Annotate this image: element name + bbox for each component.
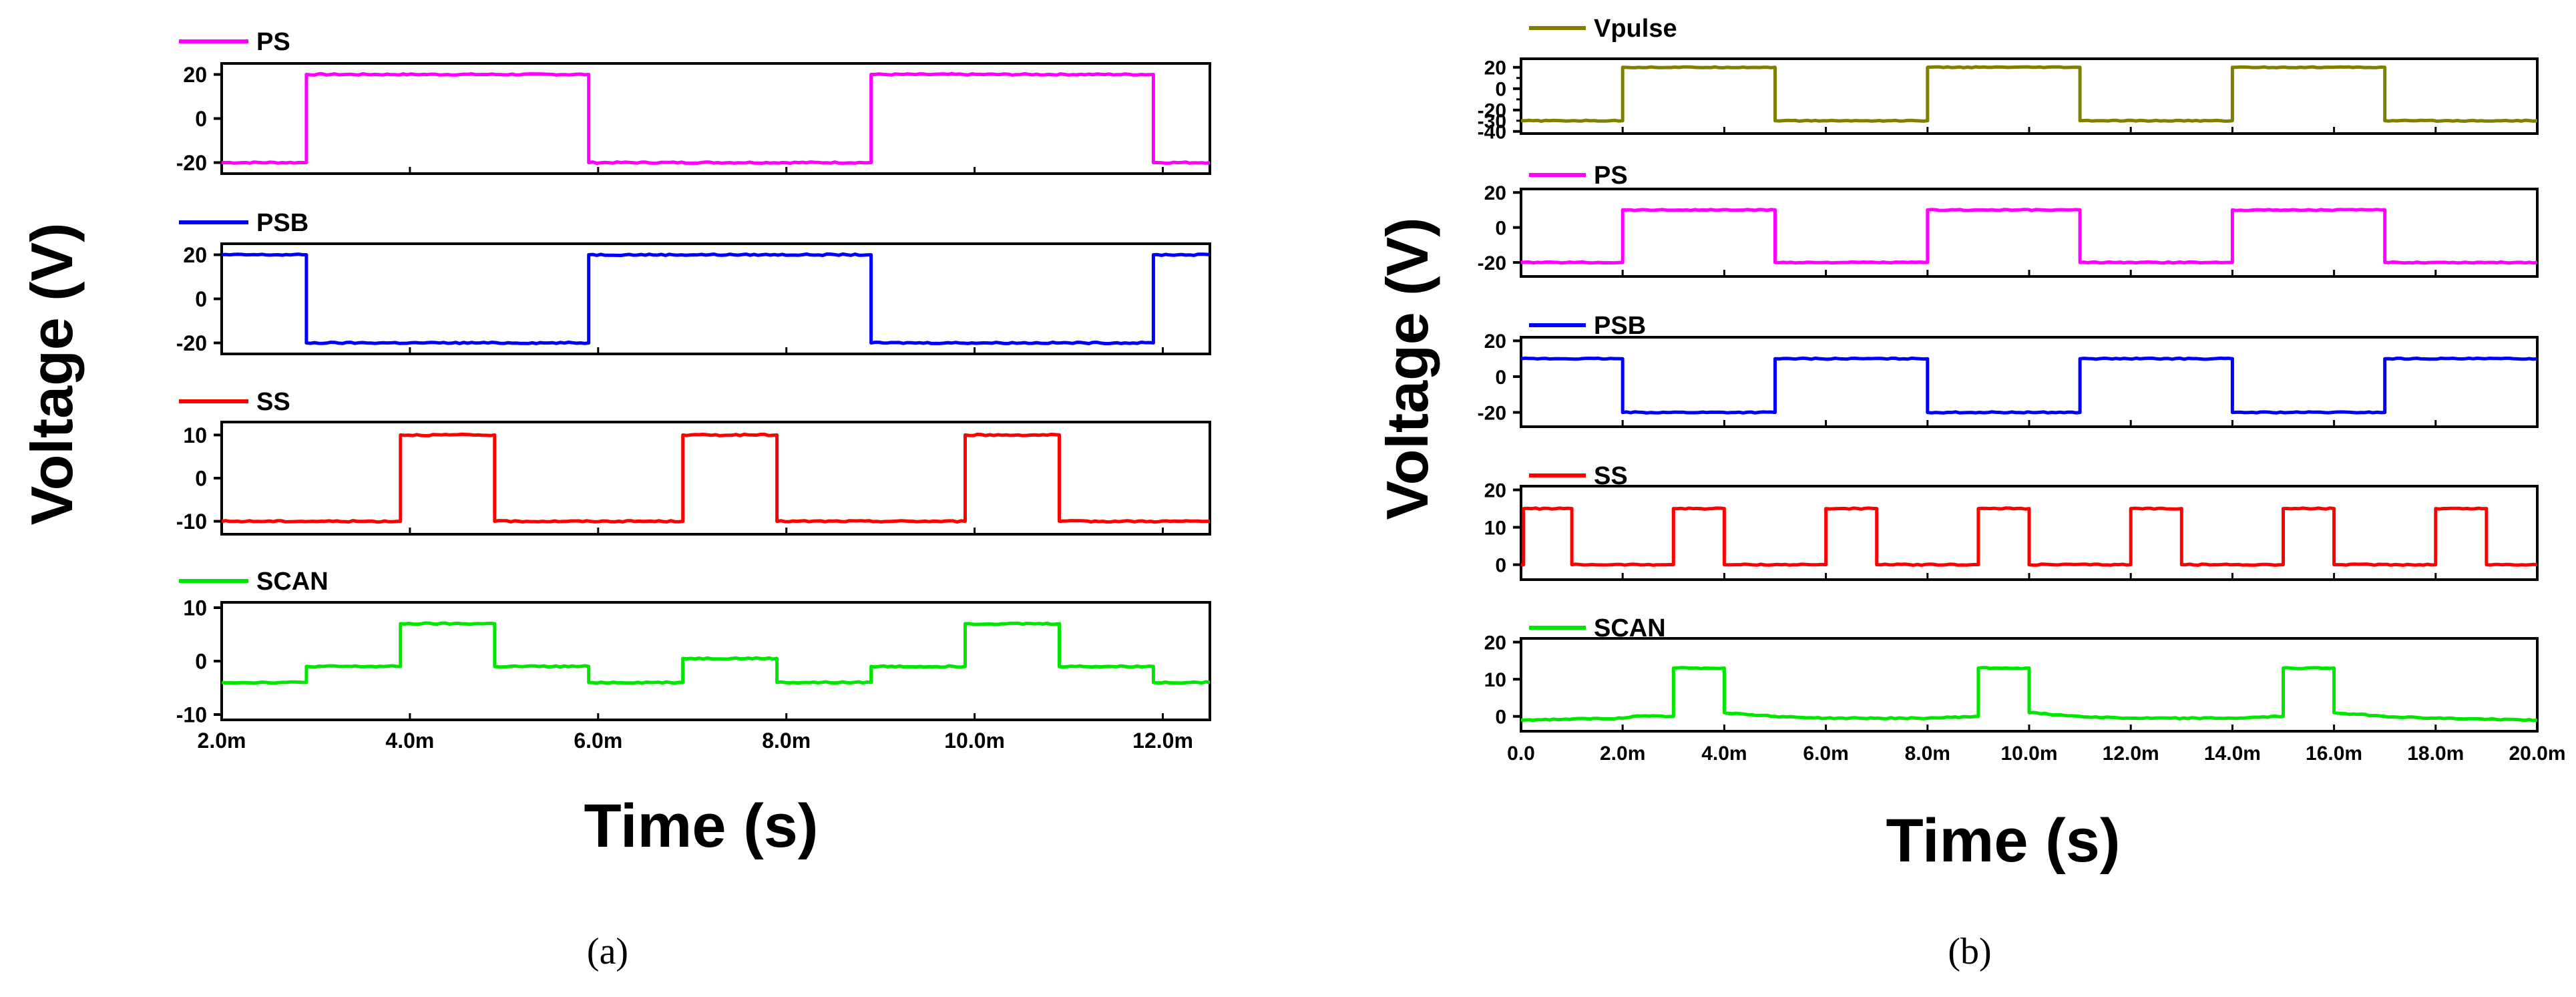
series-line-ss bbox=[221, 432, 1210, 524]
subplot-ss: 20 10 0 SS bbox=[1484, 462, 2539, 581]
x-tick-label: 4.0m bbox=[1701, 743, 1747, 765]
y-tick-label: -20 bbox=[1478, 100, 1506, 122]
y-tick-label: 0 bbox=[1495, 554, 1506, 576]
series-line-scan bbox=[221, 621, 1211, 685]
y-tick-label: -20 bbox=[1478, 252, 1506, 274]
y-tick-label: -10 bbox=[176, 510, 207, 534]
y-tick-label: -20 bbox=[1478, 402, 1506, 424]
x-tick-label: 12.0m bbox=[2103, 743, 2159, 765]
subplot-ps: 20 0 -20 PS bbox=[176, 28, 1211, 175]
x-tick-label: 16.0m bbox=[2306, 743, 2362, 765]
x-tick-label: 10.0m bbox=[2000, 743, 2057, 765]
y-tick-label: -10 bbox=[176, 703, 207, 727]
series-line-scan bbox=[1521, 666, 2538, 723]
series-line-vpulse bbox=[1521, 65, 2538, 123]
plot-frame bbox=[220, 62, 1211, 175]
y-tick-label: -30 bbox=[1478, 111, 1506, 133]
x-tick-label: 12.0m bbox=[1132, 729, 1193, 753]
x-tick-label: 6.0m bbox=[1803, 743, 1848, 765]
chart-panel-a: 20 0 -20 PS 20 0 -20 PSB 10 0 -10 SS 10 0 -10 SCAN 2.0m 4… bbox=[19, 28, 1211, 972]
y-tick-label: 20 bbox=[1484, 57, 1506, 79]
panel-label: (a) bbox=[587, 931, 628, 972]
panel-label: (b) bbox=[1948, 931, 1991, 972]
plot-frame bbox=[220, 421, 1211, 536]
y-tick-label: 0 bbox=[195, 107, 207, 131]
y-tick-label: 20 bbox=[1484, 632, 1506, 654]
y-tick-label: 20 bbox=[1484, 182, 1506, 204]
y-tick-label: -20 bbox=[176, 151, 207, 175]
x-tick-label: 4.0m bbox=[385, 729, 434, 753]
legend-label: SCAN bbox=[256, 568, 329, 596]
legend-label: SS bbox=[256, 388, 290, 416]
series-line-ps bbox=[1520, 208, 2538, 265]
subplot-vpulse: 200-20-40-30 Vpulse bbox=[1478, 15, 2539, 144]
subplot-scan: 20 10 0 SCAN bbox=[1484, 614, 2539, 733]
y-tick-label: -20 bbox=[176, 331, 207, 355]
y-tick-label: 10 bbox=[1484, 669, 1506, 691]
legend-label: PSB bbox=[256, 209, 308, 237]
y-tick-label: 0 bbox=[1495, 79, 1506, 101]
plot-frame bbox=[220, 242, 1211, 355]
legend-label: SS bbox=[1594, 462, 1628, 490]
x-tick-label: 6.0m bbox=[574, 729, 622, 753]
x-tick-label: 20.0m bbox=[2509, 743, 2565, 765]
series-line-ps bbox=[222, 72, 1211, 165]
y-tick-label: 0 bbox=[1495, 707, 1506, 729]
legend-label: SCAN bbox=[1594, 614, 1666, 642]
y-tick-label: 20 bbox=[183, 243, 207, 267]
y-tick-label: 10 bbox=[1484, 517, 1506, 539]
x-axis-title: Time (s) bbox=[584, 792, 818, 860]
x-tick-label: 8.0m bbox=[762, 729, 811, 753]
x-axis-title: Time (s) bbox=[1886, 807, 2120, 875]
x-tick-label: 0.0 bbox=[1507, 743, 1535, 765]
y-axis-title: Voltage (V) bbox=[1374, 217, 1440, 520]
y-tick-label: 10 bbox=[183, 596, 207, 620]
legend-label: Vpulse bbox=[1594, 15, 1677, 43]
subplot-psb: 20 0 -20 PSB bbox=[176, 209, 1211, 355]
x-tick-label: 10.0m bbox=[944, 729, 1005, 753]
subplot-scan: 10 0 -10 SCAN bbox=[176, 568, 1211, 727]
y-tick-label: 20 bbox=[1484, 331, 1506, 353]
y-tick-label: 0 bbox=[195, 650, 207, 674]
y-tick-label: 0 bbox=[195, 467, 207, 491]
legend-label: PS bbox=[256, 28, 290, 56]
y-tick-label: 10 bbox=[183, 423, 207, 447]
y-tick-label: 0 bbox=[195, 287, 207, 311]
subplot-ps: 20 0 -20 PS bbox=[1478, 162, 2539, 278]
y-tick-label: 20 bbox=[183, 63, 207, 87]
series-line-psb bbox=[1520, 356, 2538, 415]
y-axis-title: Voltage (V) bbox=[19, 222, 85, 525]
y-tick-label: 0 bbox=[1495, 217, 1506, 239]
y-tick-label: 20 bbox=[1484, 479, 1506, 502]
x-tick-label: 14.0m bbox=[2204, 743, 2261, 765]
series-line-ss bbox=[1520, 506, 2538, 567]
subplot-ss: 10 0 -10 SS bbox=[176, 388, 1211, 536]
plot-frame bbox=[220, 601, 1211, 721]
legend-label: PS bbox=[1594, 162, 1628, 190]
chart-panel-b: 200-20-40-30Vpulse200-20PS200-20PSB20100… bbox=[1374, 15, 2566, 972]
x-tick-label: 8.0m bbox=[1905, 743, 1950, 765]
y-tick-label: 0 bbox=[1495, 367, 1506, 389]
x-tick-label: 2.0m bbox=[198, 729, 246, 753]
x-tick-label: 2.0m bbox=[1600, 743, 1645, 765]
subplot-psb: 20 0 -20 PSB bbox=[1478, 312, 2539, 428]
legend-label: PSB bbox=[1594, 312, 1646, 340]
series-line-psb bbox=[221, 252, 1211, 345]
y-tick-label: -40 bbox=[1478, 122, 1506, 144]
x-tick-label: 18.0m bbox=[2407, 743, 2464, 765]
